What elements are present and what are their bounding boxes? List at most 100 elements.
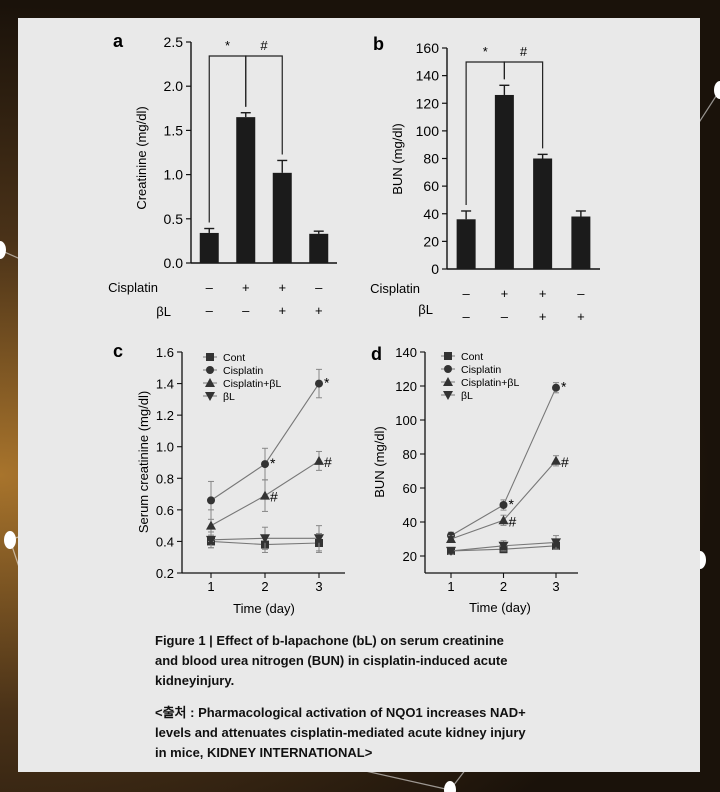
legend-label: Cisplatin+βL [223, 378, 281, 390]
legend-label: Cisplatin [461, 364, 501, 376]
ylabel-a: Creatinine (mg/dl) [134, 106, 149, 209]
y-tick-label: 0.5 [164, 211, 184, 227]
y-tick-label: 2.0 [164, 78, 184, 94]
legend-label: Cont [223, 352, 245, 364]
legend-label: Cisplatin+βL [461, 377, 519, 389]
significance-mark: # [520, 44, 528, 59]
bl-sign: – [206, 303, 214, 318]
y-tick-label: 20 [423, 233, 439, 249]
y-tick-label: 60 [423, 178, 439, 194]
significance-mark: * [225, 38, 230, 53]
significance-mark: * [270, 455, 276, 471]
bl-sign: – [501, 309, 509, 324]
x-tick-label: 2 [261, 579, 268, 594]
bar [199, 232, 219, 263]
y-tick-label: 0.6 [156, 503, 174, 518]
significance-bracket [503, 61, 544, 149]
chart-c: c Serum creatinine (mg/dl) Time (day) 0.… [113, 341, 345, 616]
cisplatin-sign: + [242, 280, 250, 295]
y-tick-label: 2.5 [164, 34, 184, 50]
data-point [206, 535, 216, 545]
network-node [0, 241, 6, 259]
data-point [314, 455, 324, 465]
cisplatin-sign: – [315, 280, 323, 295]
legend-marker [205, 378, 215, 387]
chart-b: b BUN (mg/dl) Cisplatin βL 0 20 40 60 80 100 1… [370, 34, 600, 324]
legend-marker [443, 377, 453, 386]
legend-marker [205, 392, 215, 401]
bl-sign: + [539, 309, 547, 324]
legend-label: Cont [461, 351, 483, 363]
panel-letter-d: d [371, 344, 382, 364]
legend-label: Cisplatin [223, 365, 263, 377]
cisplatin-sign: – [577, 286, 585, 301]
caption-line-3: kidneyinjury. [155, 673, 235, 688]
y-tick-label: 40 [423, 206, 439, 222]
significance-mark: * [324, 375, 330, 391]
legend-marker [206, 366, 214, 374]
data-point [446, 546, 456, 556]
source-note: <출처 : Pharmacological activation of NQO1… [155, 703, 575, 763]
cisplatin-sign: + [278, 280, 286, 295]
bl-sign: – [242, 303, 250, 318]
series-line [450, 387, 557, 537]
chart-a: a Creatinine (mg/dl) Cisplatin βL 0.0 0.5… [108, 31, 337, 319]
panel-letter-a: a [113, 31, 124, 51]
x-tick-label: 2 [500, 579, 507, 594]
x-tick-label: 1 [207, 579, 214, 594]
y-tick-label: 140 [395, 345, 417, 360]
bl-sign: – [463, 309, 471, 324]
row2-label-a: βL [156, 304, 171, 319]
y-tick-label: 120 [395, 379, 417, 394]
y-tick-label: 20 [403, 549, 417, 564]
y-tick-label: 0.4 [156, 534, 174, 549]
bar [236, 117, 256, 263]
significance-mark: * [483, 44, 488, 59]
y-tick-label: 1.0 [164, 167, 184, 183]
ylabel-c: Serum creatinine (mg/dl) [136, 391, 151, 533]
data-point [261, 460, 269, 469]
legend-marker [206, 353, 214, 361]
significance-mark: # [509, 513, 517, 529]
network-node [4, 531, 16, 549]
legend-marker [443, 391, 453, 400]
row1-label-a: Cisplatin [108, 280, 158, 295]
significance-bracket [245, 55, 283, 155]
xlabel-c: Time (day) [233, 601, 295, 616]
source-line-3: in mice, KIDNEY INTERNATIONAL> [155, 745, 373, 760]
bar [533, 158, 553, 269]
legend-marker [444, 352, 452, 360]
data-point [446, 534, 456, 543]
data-point [206, 520, 216, 530]
significance-mark: # [270, 489, 278, 505]
row1-label-b: Cisplatin [370, 281, 420, 296]
ylabel-b: BUN (mg/dl) [390, 123, 405, 195]
row2-label-b: βL [418, 302, 433, 317]
bar [494, 94, 514, 270]
y-tick-label: 0.8 [156, 471, 174, 486]
bar [456, 219, 476, 269]
caption-line-2: and blood urea nitrogen (BUN) in cisplat… [155, 653, 508, 668]
legend-marker [444, 365, 452, 373]
legend-label: βL [223, 391, 235, 403]
panel-letter-b: b [373, 34, 384, 54]
significance-mark: * [561, 379, 567, 395]
cisplatin-sign: + [539, 286, 547, 301]
data-point [260, 534, 270, 544]
data-point [499, 501, 508, 509]
data-point [551, 455, 561, 465]
data-point [498, 541, 509, 551]
data-point [551, 538, 561, 548]
data-point [552, 383, 560, 392]
y-tick-label: 1.5 [164, 122, 184, 138]
y-tick-label: 0.2 [156, 566, 174, 581]
y-tick-label: 0.0 [164, 255, 184, 271]
xlabel-d: Time (day) [469, 600, 531, 615]
data-point [260, 490, 270, 500]
legend-label: βL [461, 390, 473, 402]
chart-d: d BUN (mg/dl) Time (day) 20 40 60 80 100 120 1… [371, 344, 578, 615]
y-tick-label: 140 [416, 68, 440, 84]
y-tick-label: 80 [423, 151, 439, 167]
significance-mark: # [260, 38, 268, 53]
